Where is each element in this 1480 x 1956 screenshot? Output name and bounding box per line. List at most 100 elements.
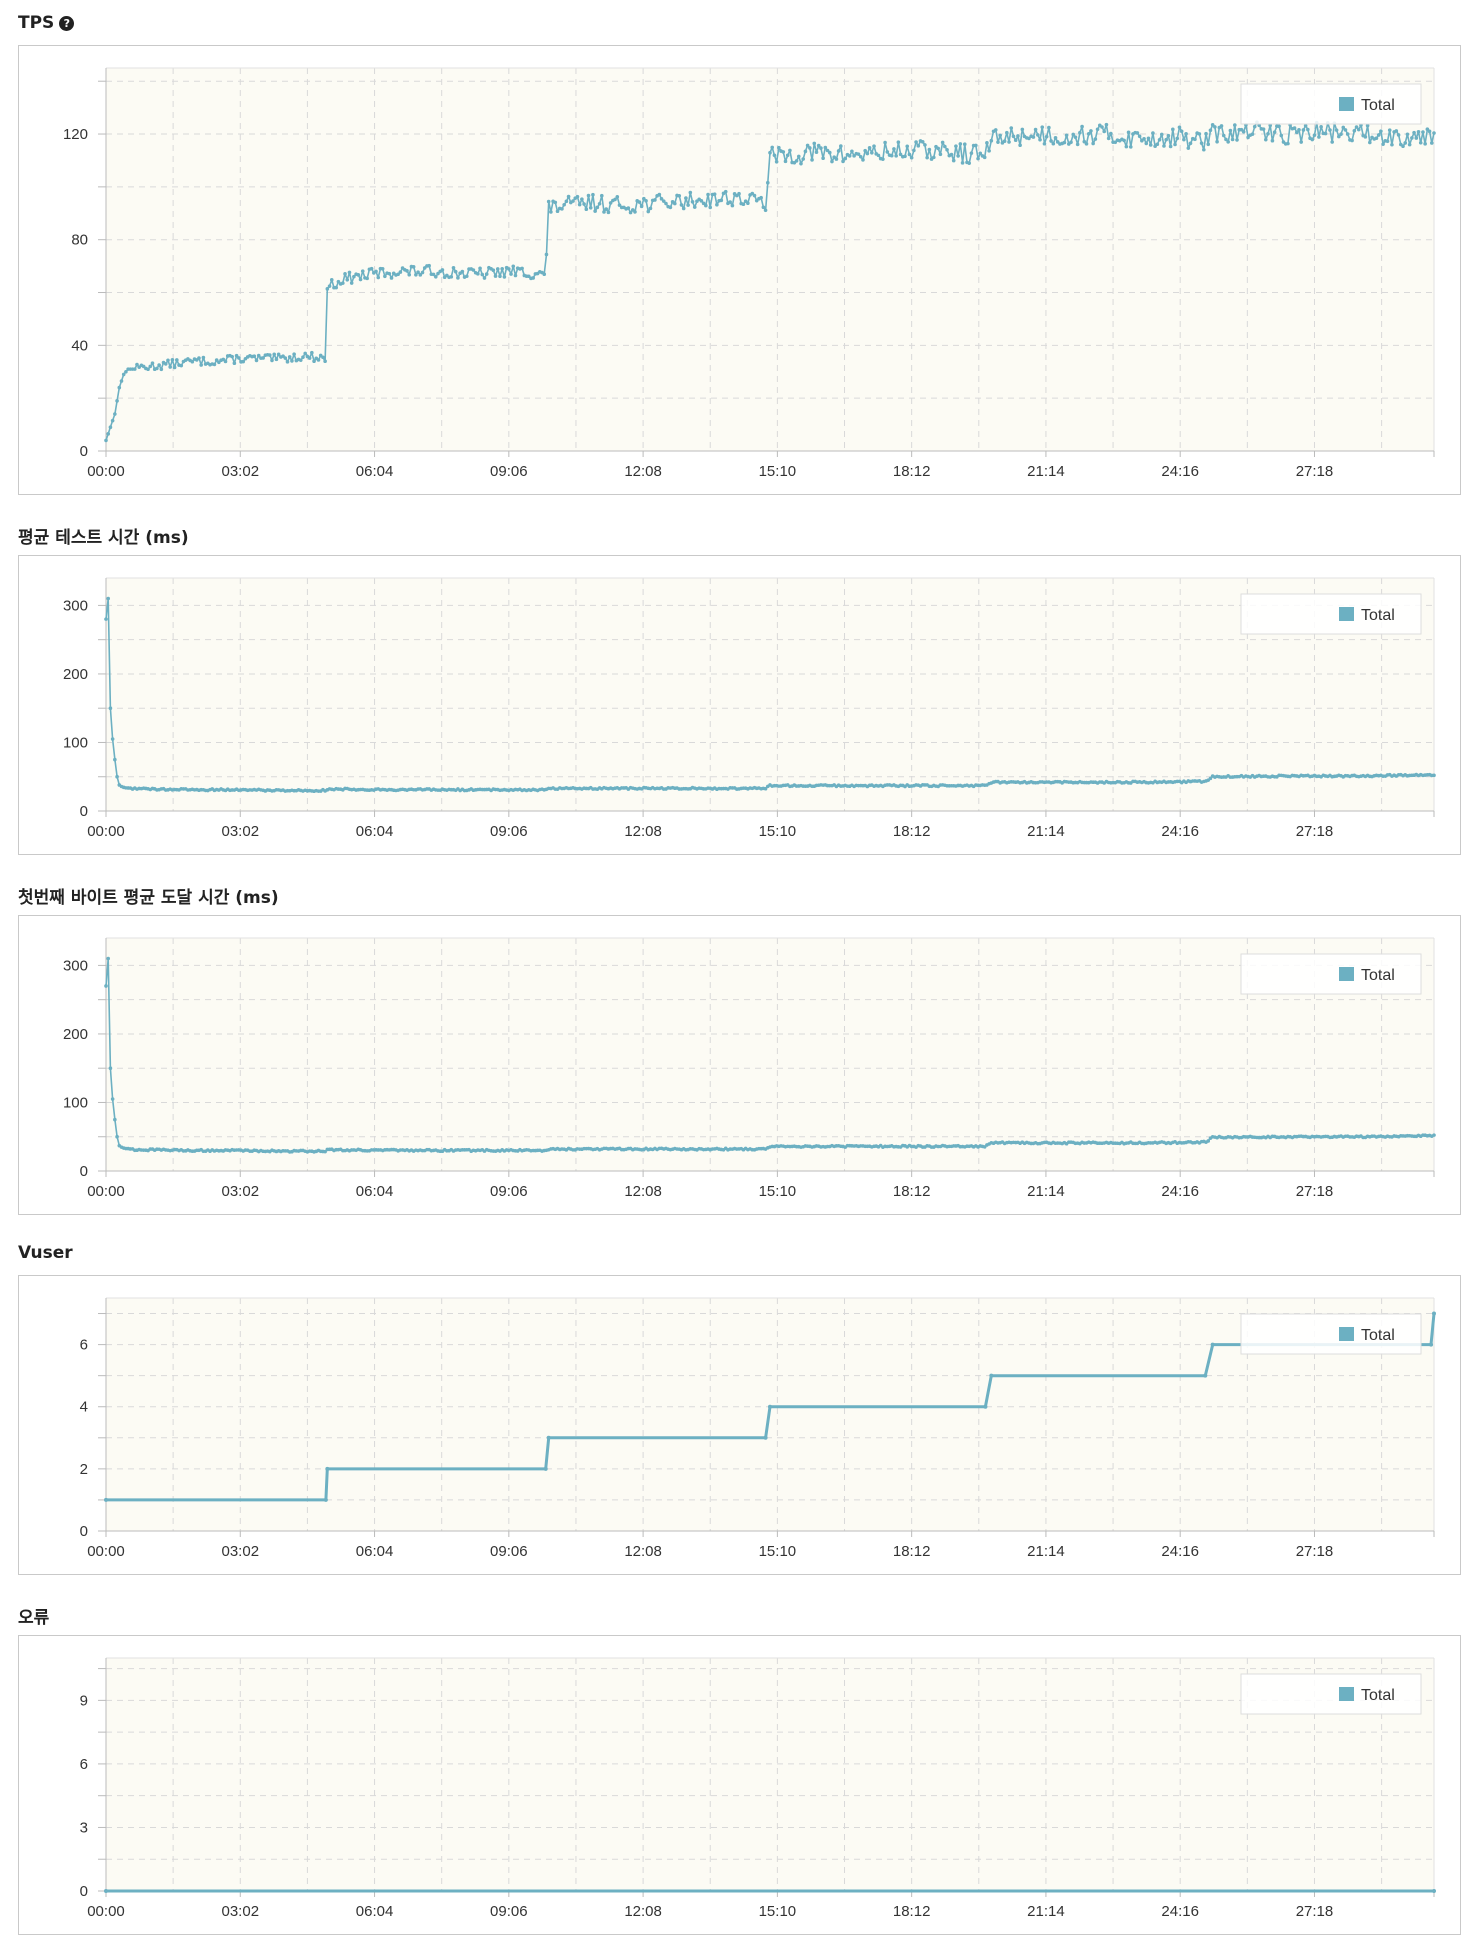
legend: Total — [1240, 83, 1422, 125]
data-point — [1350, 138, 1354, 143]
data-point — [613, 197, 617, 202]
data-point — [892, 147, 896, 151]
data-point — [985, 141, 989, 145]
x-tick-label: 21:14 — [1027, 1543, 1065, 1560]
errors-chart: 00:00 03:02 06:04 09:06 12:08 15:10 18:12 21:14… — [80, 1657, 1436, 1920]
data-point — [1368, 140, 1372, 145]
data-point — [543, 1466, 548, 1471]
data-point — [967, 161, 971, 165]
data-point — [241, 359, 246, 364]
data-point — [1124, 144, 1129, 149]
data-point — [788, 148, 792, 153]
data-point — [325, 287, 330, 291]
data-point — [1027, 136, 1031, 141]
data-point — [1385, 139, 1390, 144]
data-point — [712, 192, 717, 196]
data-point — [989, 138, 994, 143]
legend-swatch — [1339, 607, 1354, 621]
avg-test-time-chart-title: 평균 테스트 시간 (ms) — [18, 523, 189, 548]
data-point — [679, 203, 684, 207]
data-point — [852, 154, 856, 158]
data-point — [1175, 136, 1180, 141]
data-point — [1053, 136, 1058, 140]
data-point — [715, 202, 719, 207]
data-point — [1432, 1311, 1436, 1316]
x-tick-label: 03:02 — [222, 1903, 260, 1920]
data-point — [1376, 133, 1381, 137]
tps-chart-title: TPS ? — [18, 13, 75, 33]
data-point — [976, 156, 980, 161]
x-tick-label: 27:18 — [1296, 1183, 1334, 1200]
data-point — [274, 357, 279, 362]
data-point — [626, 206, 631, 210]
legend-box — [1240, 1673, 1422, 1715]
data-point — [810, 158, 814, 162]
first-byte-time-chart-title: 첫번째 바이트 평균 도달 시간 (ms) — [18, 883, 279, 908]
data-point — [768, 150, 772, 155]
data-point — [358, 277, 363, 282]
data-point — [1363, 135, 1368, 139]
x-tick-label: 21:14 — [1027, 823, 1065, 840]
x-tick-label: 24:16 — [1161, 823, 1199, 840]
data-point — [704, 203, 708, 208]
data-point — [761, 205, 766, 210]
data-point — [830, 159, 834, 164]
data-point — [681, 206, 686, 211]
data-point — [1206, 142, 1211, 147]
data-point — [606, 210, 611, 215]
data-point — [907, 152, 912, 157]
data-point — [905, 144, 910, 149]
data-point — [471, 268, 476, 272]
data-point — [1042, 141, 1047, 146]
data-point — [312, 359, 316, 364]
data-point — [615, 195, 620, 199]
data-point — [113, 1117, 117, 1122]
data-point — [593, 209, 597, 213]
data-point — [163, 362, 168, 366]
data-point — [1224, 137, 1228, 142]
data-point — [763, 786, 768, 791]
data-point — [763, 208, 768, 213]
data-point — [1410, 136, 1414, 140]
data-point — [460, 269, 465, 274]
data-point — [799, 161, 803, 166]
data-point — [1429, 141, 1434, 145]
data-point — [323, 359, 327, 364]
data-point — [692, 205, 697, 209]
x-tick-label: 00:00 — [87, 823, 125, 840]
data-point — [577, 202, 582, 207]
x-tick-label: 06:04 — [356, 463, 394, 480]
data-point — [889, 153, 894, 158]
data-point — [812, 141, 817, 146]
data-point — [752, 193, 757, 198]
data-point — [954, 144, 958, 148]
data-point — [321, 355, 325, 360]
data-point — [168, 365, 172, 369]
data-point — [923, 143, 927, 147]
question-circle-icon[interactable]: ? — [59, 15, 75, 31]
data-point — [699, 199, 704, 203]
data-point — [881, 157, 885, 161]
y-tick-label: 2 — [80, 1461, 88, 1478]
data-point — [958, 142, 963, 146]
data-point — [1095, 127, 1100, 132]
data-point — [1292, 126, 1297, 130]
y-tick-label: 300 — [63, 957, 88, 974]
data-point — [110, 737, 115, 741]
data-point — [1213, 125, 1217, 129]
data-point — [464, 274, 469, 279]
data-point — [1233, 123, 1237, 127]
data-point — [1250, 132, 1255, 136]
data-point — [938, 152, 943, 157]
data-point — [283, 356, 288, 360]
data-point — [560, 207, 564, 211]
legend-swatch — [1339, 1687, 1354, 1701]
data-point — [801, 157, 805, 161]
data-point — [416, 270, 420, 274]
data-point — [1007, 140, 1011, 144]
data-point — [1230, 137, 1235, 142]
data-point — [993, 128, 998, 132]
data-point — [595, 205, 600, 210]
data-point — [1204, 131, 1208, 136]
data-point — [323, 1497, 328, 1502]
